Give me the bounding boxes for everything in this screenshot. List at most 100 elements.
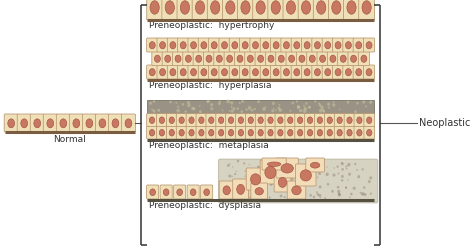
Circle shape <box>303 105 305 107</box>
Circle shape <box>256 188 259 191</box>
FancyBboxPatch shape <box>265 52 276 65</box>
Ellipse shape <box>209 129 214 136</box>
Circle shape <box>316 160 319 163</box>
Circle shape <box>308 106 310 108</box>
FancyBboxPatch shape <box>255 114 266 126</box>
Circle shape <box>210 103 213 106</box>
FancyBboxPatch shape <box>353 38 365 52</box>
Ellipse shape <box>298 129 303 136</box>
Ellipse shape <box>169 129 174 136</box>
Ellipse shape <box>196 55 201 62</box>
FancyBboxPatch shape <box>206 126 217 139</box>
FancyBboxPatch shape <box>317 52 328 65</box>
FancyBboxPatch shape <box>322 38 333 52</box>
Ellipse shape <box>195 1 205 14</box>
Ellipse shape <box>165 55 171 62</box>
Ellipse shape <box>185 55 191 62</box>
FancyBboxPatch shape <box>275 126 286 139</box>
Circle shape <box>363 186 365 189</box>
Ellipse shape <box>330 55 336 62</box>
Ellipse shape <box>273 42 279 49</box>
FancyBboxPatch shape <box>255 52 266 65</box>
Ellipse shape <box>219 117 224 124</box>
Circle shape <box>319 186 321 188</box>
Ellipse shape <box>159 129 164 136</box>
Circle shape <box>349 196 351 198</box>
Circle shape <box>338 193 340 195</box>
Ellipse shape <box>366 117 372 124</box>
Circle shape <box>265 161 268 165</box>
Circle shape <box>303 109 307 113</box>
FancyBboxPatch shape <box>146 38 158 52</box>
Circle shape <box>337 186 339 188</box>
Ellipse shape <box>340 55 346 62</box>
Circle shape <box>350 193 353 195</box>
FancyBboxPatch shape <box>187 185 199 199</box>
FancyBboxPatch shape <box>178 65 189 79</box>
FancyBboxPatch shape <box>157 38 168 52</box>
Circle shape <box>303 181 306 184</box>
Circle shape <box>277 107 280 110</box>
Circle shape <box>310 172 312 174</box>
Ellipse shape <box>258 117 263 124</box>
Ellipse shape <box>170 69 176 76</box>
Circle shape <box>327 183 329 186</box>
Ellipse shape <box>242 42 248 49</box>
Circle shape <box>293 185 295 188</box>
Ellipse shape <box>267 162 281 166</box>
Ellipse shape <box>253 69 258 76</box>
Circle shape <box>256 187 258 189</box>
FancyBboxPatch shape <box>216 114 227 126</box>
Ellipse shape <box>191 42 197 49</box>
FancyBboxPatch shape <box>334 114 345 126</box>
Circle shape <box>256 184 258 186</box>
Circle shape <box>243 162 245 165</box>
Ellipse shape <box>278 117 283 124</box>
Ellipse shape <box>47 119 54 128</box>
FancyBboxPatch shape <box>183 52 194 65</box>
Ellipse shape <box>199 117 204 124</box>
Ellipse shape <box>223 186 230 195</box>
FancyBboxPatch shape <box>260 65 272 79</box>
FancyBboxPatch shape <box>305 114 315 126</box>
FancyBboxPatch shape <box>313 0 329 20</box>
FancyBboxPatch shape <box>306 158 324 172</box>
Ellipse shape <box>256 1 265 14</box>
FancyBboxPatch shape <box>296 164 316 186</box>
Circle shape <box>237 160 239 162</box>
Circle shape <box>300 174 303 178</box>
FancyBboxPatch shape <box>176 126 187 139</box>
FancyBboxPatch shape <box>354 114 365 126</box>
FancyBboxPatch shape <box>82 114 96 132</box>
Circle shape <box>169 101 172 103</box>
Circle shape <box>337 190 340 193</box>
FancyBboxPatch shape <box>156 114 167 126</box>
Circle shape <box>286 180 288 182</box>
Ellipse shape <box>163 189 169 196</box>
FancyBboxPatch shape <box>322 65 333 79</box>
Circle shape <box>333 101 335 103</box>
Circle shape <box>362 100 365 104</box>
Ellipse shape <box>288 129 293 136</box>
Circle shape <box>310 194 312 197</box>
Circle shape <box>318 172 321 175</box>
Ellipse shape <box>238 129 244 136</box>
Circle shape <box>184 110 187 113</box>
Circle shape <box>248 164 250 165</box>
Ellipse shape <box>247 55 253 62</box>
Ellipse shape <box>125 119 132 128</box>
FancyBboxPatch shape <box>186 126 197 139</box>
Circle shape <box>306 171 309 174</box>
Ellipse shape <box>314 69 320 76</box>
Circle shape <box>337 173 339 175</box>
Circle shape <box>347 163 350 167</box>
Ellipse shape <box>309 55 315 62</box>
FancyBboxPatch shape <box>364 114 374 126</box>
FancyBboxPatch shape <box>219 38 230 52</box>
FancyBboxPatch shape <box>246 168 265 190</box>
FancyBboxPatch shape <box>286 52 297 65</box>
FancyBboxPatch shape <box>265 114 276 126</box>
Ellipse shape <box>180 1 190 14</box>
Ellipse shape <box>189 117 194 124</box>
Circle shape <box>276 186 277 188</box>
